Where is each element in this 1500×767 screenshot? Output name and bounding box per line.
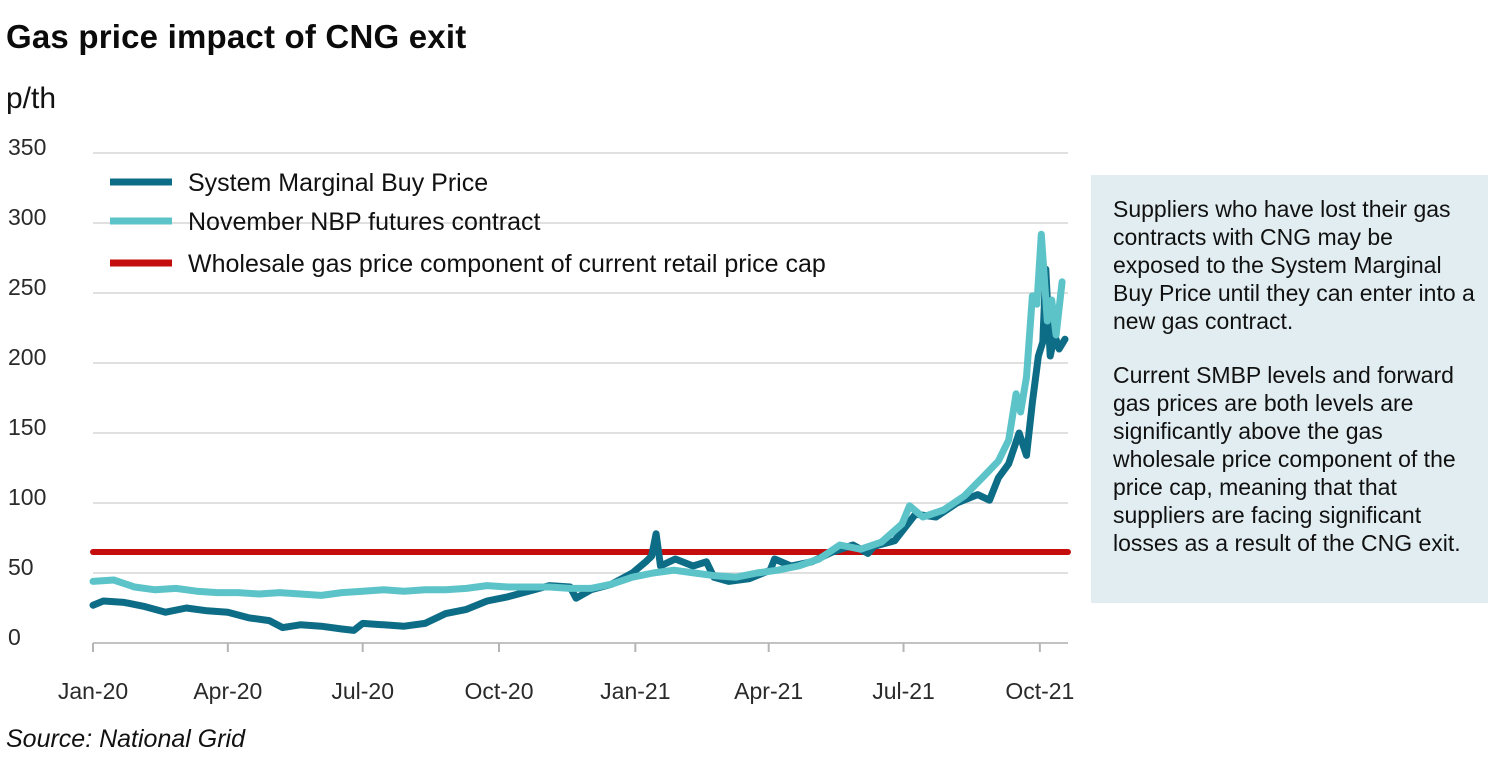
legend-item-smbp-label: System Marginal Buy Price (188, 169, 488, 197)
x-tick-label: Apr-20 (193, 678, 262, 704)
smbp-line (89, 265, 1069, 634)
annotation-paragraph-1: Suppliers who have lost their gas contra… (1113, 196, 1475, 334)
y-tick-label: 300 (8, 204, 46, 230)
x-tick-label: Jul-21 (872, 678, 935, 704)
x-tick-label: Oct-21 (1005, 678, 1074, 704)
y-axis-unit: p/th (6, 82, 57, 115)
gridlines (93, 152, 1068, 644)
y-tick-label: 50 (8, 554, 34, 580)
page-title: Gas price impact of CNG exit (6, 18, 467, 55)
nbp-futures-line (89, 230, 1066, 599)
x-tick-label: Jan-20 (58, 678, 128, 704)
line-chart: 0 50 100 150 200 250 300 350 Jan-20 Apr-20 Jul-20… (8, 134, 1074, 704)
annotation-paragraph-2: Current SMBP levels and forward gas pric… (1113, 362, 1461, 556)
source-note: Source: National Grid (6, 725, 246, 753)
x-tick-label: Jan-21 (600, 678, 670, 704)
y-tick-label: 250 (8, 274, 46, 300)
series-lines (89, 230, 1071, 634)
legend: System Marginal Buy Price November NBP fu… (110, 169, 826, 278)
x-axis-ticks: Jan-20 Apr-20 Jul-20 Oct-20 Jan-21 Apr-21 Jul-… (58, 643, 1074, 704)
x-tick-label: Oct-20 (464, 678, 533, 704)
legend-item-price-cap-label: Wholesale gas price component of current… (188, 250, 826, 278)
y-tick-label: 0 (8, 624, 21, 650)
legend-item-nbp-label: November NBP futures contract (188, 208, 541, 236)
x-tick-label: Jul-20 (331, 678, 394, 704)
y-tick-label: 350 (8, 134, 46, 160)
x-tick-label: Apr-21 (734, 678, 803, 704)
y-axis-ticks: 0 50 100 150 200 250 300 350 (8, 134, 46, 650)
y-tick-label: 100 (8, 484, 46, 510)
y-tick-label: 200 (8, 344, 46, 370)
y-tick-label: 150 (8, 414, 46, 440)
annotation-box: Suppliers who have lost their gas contra… (1091, 175, 1488, 603)
